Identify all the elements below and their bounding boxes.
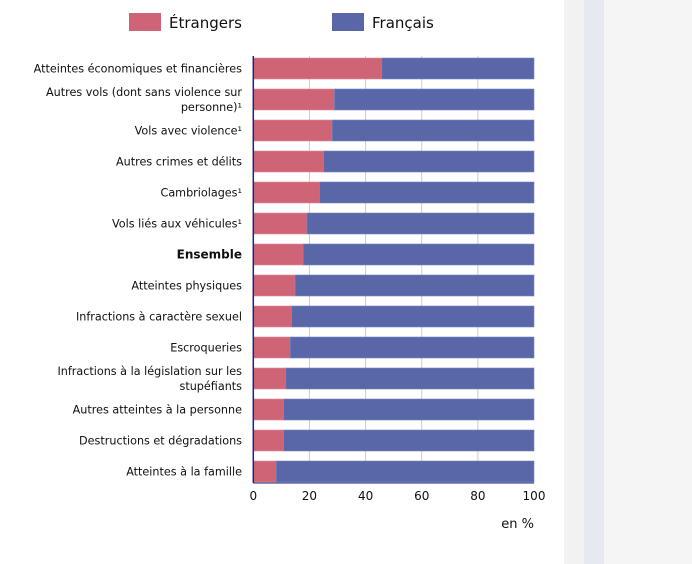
category-label: stupéfiants — [180, 380, 243, 393]
category-label: Escroqueries — [170, 342, 242, 355]
bar-francais — [331, 119, 535, 142]
bar-francais — [334, 88, 535, 111]
bar-etrangers — [253, 336, 291, 359]
scrollbar-track[interactable] — [584, 0, 604, 564]
x-tick-label: 60 — [414, 489, 429, 503]
category-label: Autres crimes et délits — [116, 156, 242, 169]
bar-francais — [291, 305, 535, 328]
bar-francais — [323, 150, 535, 173]
bar-francais — [319, 181, 535, 204]
bar-etrangers — [253, 429, 284, 452]
stacked-bar-chart: 0 20 40 60 80 100 Atteintes économiques et fin… — [34, 13, 546, 532]
bar-francais — [283, 398, 535, 421]
x-tick-label: 20 — [302, 489, 317, 503]
category-label: Vols avec violence¹ — [135, 125, 242, 138]
legend-swatch — [332, 13, 364, 31]
x-axis-label: en % — [501, 517, 534, 532]
bar-etrangers — [253, 57, 383, 80]
category-label: Vols liés aux véhicules¹ — [112, 218, 242, 231]
category-label: Autres atteintes à la personne — [73, 404, 242, 417]
bar-etrangers — [253, 398, 284, 421]
x-tick-label: 0 — [249, 489, 257, 503]
category-label: Infractions à la législation sur les — [57, 365, 242, 378]
side-panel — [604, 0, 692, 564]
bar-etrangers — [253, 181, 320, 204]
category-label: Cambriolages¹ — [161, 187, 242, 200]
category-label: Atteintes économiques et financières — [34, 63, 243, 76]
legend-label: Étrangers — [169, 13, 242, 32]
bar-francais — [276, 460, 535, 483]
bar-etrangers — [253, 274, 296, 297]
bar-francais — [290, 336, 535, 359]
bar-francais — [306, 212, 535, 235]
bar-etrangers — [253, 119, 333, 142]
bar-etrangers — [253, 305, 293, 328]
category-label: Destructions et dégradations — [79, 435, 242, 448]
bar-francais — [302, 243, 535, 266]
x-tick-label: 80 — [470, 489, 485, 503]
bar-etrangers — [253, 88, 335, 111]
x-tick-label: 40 — [358, 489, 373, 503]
category-label: Infractions à caractère sexuel — [76, 311, 242, 324]
category-label: Atteintes physiques — [131, 280, 242, 293]
category-label: Atteintes à la famille — [126, 466, 242, 479]
bar-etrangers — [253, 367, 287, 390]
bar-etrangers — [253, 243, 304, 266]
category-label: Ensemble — [177, 248, 242, 262]
category-label: Autres vols (dont sans violence sur — [46, 86, 242, 99]
bar-etrangers — [253, 212, 308, 235]
bar-etrangers — [253, 460, 277, 483]
bar-etrangers — [253, 150, 325, 173]
side-panel-strip — [564, 0, 584, 564]
bar-francais — [381, 57, 535, 80]
category-label: personne)¹ — [181, 101, 242, 114]
legend-label: Français — [372, 14, 434, 32]
legend-swatch — [129, 13, 161, 31]
x-tick-label: 100 — [523, 489, 546, 503]
bar-francais — [285, 367, 535, 390]
bar-francais — [283, 429, 535, 452]
bar-francais — [294, 274, 535, 297]
